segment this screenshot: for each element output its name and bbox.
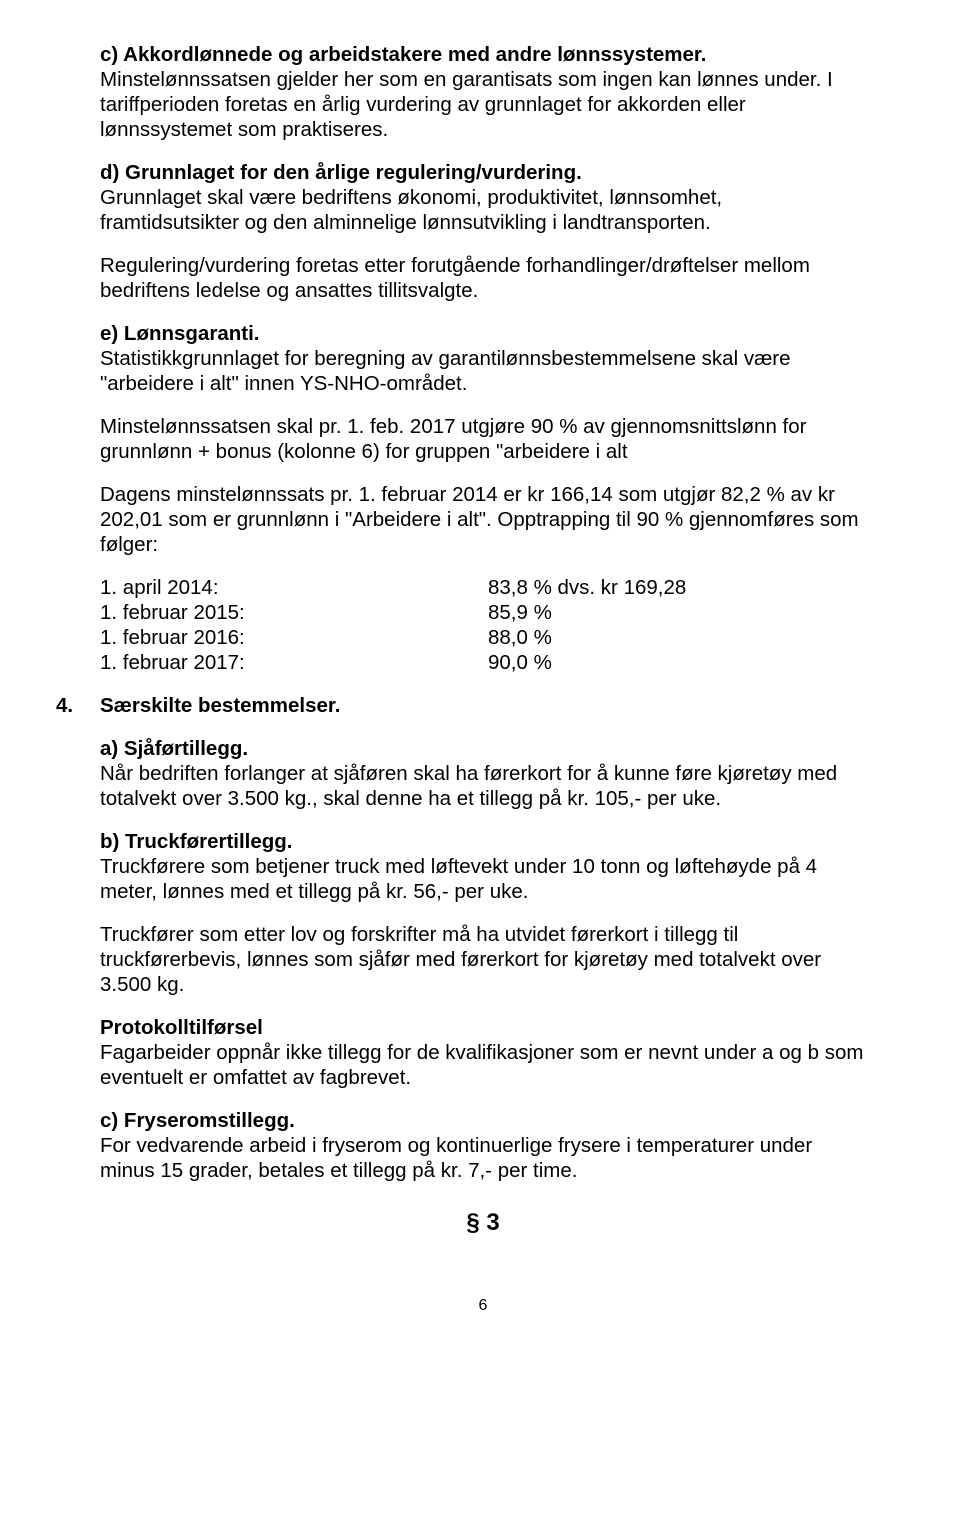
paragraph: Når bedriften forlanger at sjåføren skal… <box>100 761 866 811</box>
heading-protokoll: Protokolltilførsel <box>100 1015 866 1040</box>
paragraph: Truckfører som etter lov og forskrifter … <box>100 922 866 997</box>
document-page: c) Akkordlønnede og arbeidstakere med an… <box>0 0 960 1355</box>
heading-b: b) Truckførertillegg. <box>100 829 866 854</box>
rate-date: 1. februar 2016: <box>100 625 488 650</box>
rate-value: 83,8 % dvs. kr 169,28 <box>488 575 686 600</box>
rate-row: 1. februar 2015: 85,9 % <box>100 600 866 625</box>
paragraph: Regulering/vurdering foretas etter forut… <box>100 253 866 303</box>
paragraph: Minstelønnssatsen skal pr. 1. feb. 2017 … <box>100 414 866 464</box>
page-number: 6 <box>479 1297 488 1314</box>
section-4-heading: 4. Særskilte bestemmelser. <box>56 693 866 718</box>
section-3-label: § 3 <box>466 1209 499 1236</box>
paragraph: Fagarbeider oppnår ikke tillegg for de k… <box>100 1040 866 1090</box>
rate-row: 1. februar 2016: 88,0 % <box>100 625 866 650</box>
paragraph: Truckførere som betjener truck med løfte… <box>100 854 866 904</box>
heading-d: d) Grunnlaget for den årlige regulering/… <box>100 160 866 185</box>
heading-e: e) Lønnsgaranti. <box>100 321 866 346</box>
heading-c2: c) Fryseromstillegg. <box>100 1108 866 1133</box>
paragraph: Minstelønnssatsen gjelder her som en gar… <box>100 67 866 142</box>
rate-row: 1. april 2014: 83,8 % dvs. kr 169,28 <box>100 575 866 600</box>
rate-date: 1. februar 2017: <box>100 650 488 675</box>
rate-date: 1. februar 2015: <box>100 600 488 625</box>
paragraph: Grunnlaget skal være bedriftens økonomi,… <box>100 185 866 235</box>
paragraph: Statistikkgrunnlaget for beregning av ga… <box>100 346 866 396</box>
rate-value: 85,9 % <box>488 600 552 625</box>
section-title: Særskilte bestemmelser. <box>100 693 340 718</box>
section-number: 4. <box>56 693 100 718</box>
heading-c: c) Akkordlønnede og arbeidstakere med an… <box>100 42 866 67</box>
rate-value: 90,0 % <box>488 650 552 675</box>
rate-table: 1. april 2014: 83,8 % dvs. kr 169,28 1. … <box>100 575 866 675</box>
rate-date: 1. april 2014: <box>100 575 488 600</box>
paragraph: Dagens minstelønnssats pr. 1. februar 20… <box>100 482 866 557</box>
paragraph: For vedvarende arbeid i fryserom og kont… <box>100 1133 866 1183</box>
page-number-wrap: 6 <box>100 1297 866 1315</box>
heading-a: a) Sjåførtillegg. <box>100 736 866 761</box>
section-3-marker: § 3 <box>100 1209 866 1237</box>
rate-value: 88,0 % <box>488 625 552 650</box>
rate-row: 1. februar 2017: 90,0 % <box>100 650 866 675</box>
